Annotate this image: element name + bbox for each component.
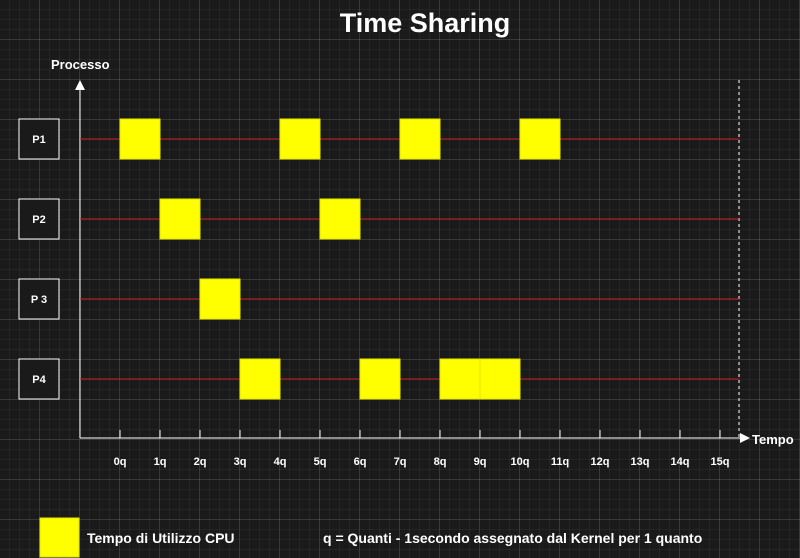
process-box <box>18 198 60 240</box>
timelines <box>80 138 739 380</box>
tick-label: 12q <box>591 456 610 468</box>
legend-cpu-label: Tempo di Utilizzo CPU <box>87 530 235 546</box>
tick-label: 5q <box>314 456 327 468</box>
cpu-slot <box>439 358 481 400</box>
process-box <box>18 358 60 400</box>
y-axis-label: Processo <box>51 57 110 72</box>
process-label: P4 <box>32 374 46 386</box>
time-ticks: 0q 1q 2q 3q 4q 5q 6q 7q 8q 9q 10q 11q 12q 13q 14q 15q <box>114 430 730 468</box>
x-axis-arrow <box>740 433 750 443</box>
tick-label: 11q <box>551 456 569 468</box>
legend-cpu-swatch <box>39 517 80 558</box>
cpu-slot <box>519 118 561 160</box>
cpu-slot <box>199 278 241 320</box>
cpu-slots <box>119 118 561 400</box>
tick-label: 7q <box>394 456 407 468</box>
cpu-slot <box>159 198 201 240</box>
cpu-slot <box>399 118 441 160</box>
cpu-slot <box>319 198 361 240</box>
process-label: P2 <box>32 214 45 226</box>
cpu-slot <box>119 118 161 160</box>
tick-label: 13q <box>631 456 650 468</box>
legend-quanta-note: q = Quanti - 1secondo assegnato dal Kern… <box>323 530 702 546</box>
x-axis-label: Tempo <box>752 432 794 447</box>
tick-label: 14q <box>671 456 690 468</box>
process-labels: P1 P2 P 3 P4 <box>18 118 60 400</box>
diagram-title: Time Sharing <box>340 8 511 38</box>
tick-label: 9q <box>474 456 487 468</box>
process-box <box>18 118 60 160</box>
tick-label: 15q <box>711 456 730 468</box>
tick-label: 1q <box>154 456 167 468</box>
cpu-slot <box>359 358 401 400</box>
cpu-slot <box>239 358 281 400</box>
tick-label: 4q <box>274 456 287 468</box>
tick-label: 0q <box>114 456 127 468</box>
tick-label: 8q <box>434 456 447 468</box>
tick-label: 2q <box>194 456 207 468</box>
y-axis-arrow <box>75 80 85 90</box>
cpu-slot <box>479 358 521 400</box>
cpu-slot <box>279 118 321 160</box>
tick-label: 6q <box>354 456 367 468</box>
process-label: P 3 <box>31 294 47 306</box>
tick-label: 10q <box>511 456 530 468</box>
process-box <box>18 278 60 320</box>
tick-label: 3q <box>234 456 247 468</box>
process-label: P1 <box>32 134 45 146</box>
